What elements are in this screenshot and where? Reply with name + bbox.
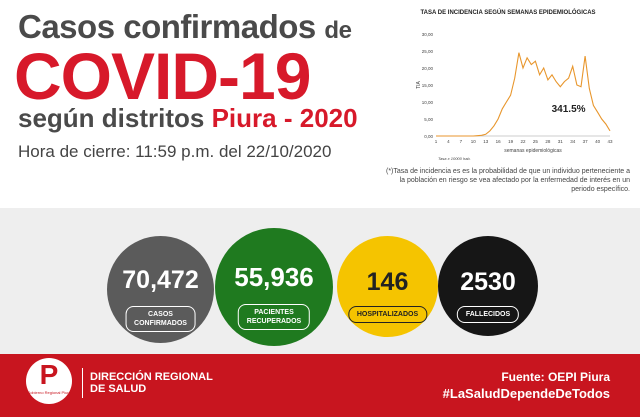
stat-hospitalized: 146 HOSPITALIZADOS — [337, 236, 438, 337]
y-tick-label: 30,00 — [422, 32, 434, 37]
rate-note: Tasa x 10000 hab. — [438, 156, 471, 161]
chart-svg: 0,00 5,00 10,00 15,00 20,00 25,00 30,00 1 4 7 10 13… — [416, 32, 613, 161]
x-axis-label: semanas epidemiológicas — [504, 148, 562, 154]
x-tick-label: 10 — [471, 139, 477, 144]
series-line — [436, 52, 611, 137]
footer: P Gobierno Regional Piura DIRECCIÓN REGI… — [0, 354, 640, 417]
y-axis-label: TIA — [416, 80, 422, 88]
title-line-1: Casos confirmados de — [18, 8, 352, 45]
y-tick-label: 20,00 — [422, 66, 434, 71]
stat-confirmed: 70,472 CASOS CONFIRMADOS — [107, 236, 214, 343]
header-area: Casos confirmados de COVID-19 según dist… — [0, 0, 640, 208]
chart-annotation: 341.5% — [552, 104, 586, 115]
logo: P Gobierno Regional Piura — [26, 358, 72, 404]
x-tick-label: 13 — [483, 139, 489, 144]
x-tick-label: 4 — [447, 139, 450, 144]
stat-hospitalized-label: HOSPITALIZADOS — [347, 306, 428, 323]
incidence-chart: TASA DE INCIDENCIA SEGÚN SEMANAS EPIDEMI… — [398, 4, 618, 166]
footer-divider — [82, 368, 83, 398]
chart-title: TASA DE INCIDENCIA SEGÚN SEMANAS EPIDEMI… — [420, 10, 596, 16]
y-tick-label: 25,00 — [422, 49, 434, 54]
y-tick-label: 10,00 — [422, 100, 434, 105]
logo-letter: P — [39, 359, 59, 390]
x-tick-label: 16 — [496, 139, 502, 144]
stat-recovered-value: 55,936 — [234, 262, 314, 292]
stat-recovered: 55,936 PACIENTES RECUPERADOS — [215, 228, 333, 346]
stat-deceased: 2530 FALLECIDOS — [438, 236, 538, 336]
x-tick-label: 43 — [607, 139, 613, 144]
y-tick-label: 0,00 — [424, 134, 433, 139]
x-tick-label: 37 — [583, 139, 589, 144]
stat-deceased-value: 2530 — [460, 268, 516, 296]
org-name: DIRECCIÓN REGIONAL DE SALUD — [90, 371, 213, 395]
title-line-3: según distritos Piura - 2020 — [18, 103, 358, 133]
stat-confirmed-label: CASOS CONFIRMADOS — [125, 306, 196, 332]
stat-hospitalized-value: 146 — [366, 268, 409, 296]
x-tick-label: 7 — [460, 139, 463, 144]
x-tick-label: 19 — [508, 139, 514, 144]
x-tick-label: 1 — [435, 139, 438, 144]
hashtag: #LaSaludDependeDeTodos — [442, 386, 610, 401]
footnote: (*)Tasa de incidencia es es la probabili… — [386, 168, 630, 193]
stat-deceased-label: FALLECIDOS — [456, 306, 520, 323]
x-tick-label: 31 — [558, 139, 564, 144]
x-tick-label: 25 — [533, 139, 539, 144]
x-tick-label: 28 — [545, 139, 551, 144]
closing-time: Hora de cierre: 11:59 p.m. del 22/10/202… — [18, 142, 332, 161]
y-tick-label: 15,00 — [422, 83, 434, 88]
logo-text: Gobierno Regional Piura — [27, 390, 71, 395]
stat-recovered-label: PACIENTES RECUPERADOS — [237, 304, 311, 330]
y-tick-label: 5,00 — [424, 117, 433, 122]
x-tick-label: 22 — [520, 139, 526, 144]
stat-confirmed-value: 70,472 — [122, 266, 199, 294]
x-tick-label: 34 — [570, 139, 576, 144]
source: Fuente: OEPI Piura — [501, 370, 610, 384]
title-covid: COVID-19 — [14, 39, 311, 113]
x-tick-label: 40 — [595, 139, 601, 144]
